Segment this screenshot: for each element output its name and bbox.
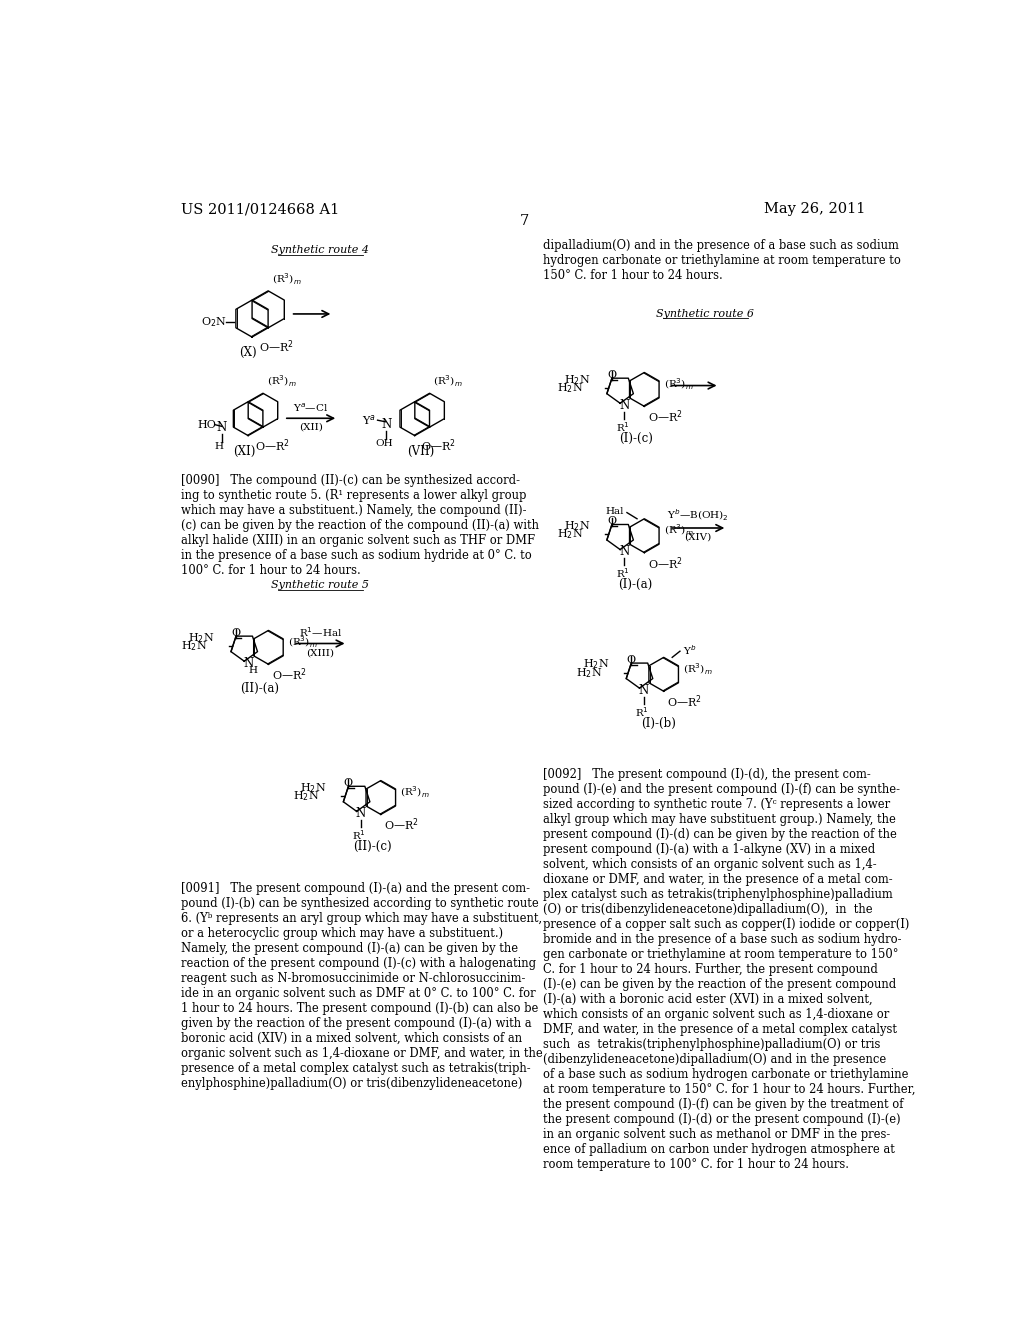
Text: OH: OH xyxy=(375,440,392,449)
Text: (R$^3$)$_m$: (R$^3$)$_m$ xyxy=(664,523,693,539)
Text: (II)-(c): (II)-(c) xyxy=(353,840,391,853)
Text: O—R$^2$: O—R$^2$ xyxy=(667,693,702,710)
Text: [0090]   The compound (II)-(c) can be synthesized accord-
ing to synthetic route: [0090] The compound (II)-(c) can be synt… xyxy=(180,474,539,577)
Text: (XII): (XII) xyxy=(299,422,323,432)
Text: O—R$^2$: O—R$^2$ xyxy=(648,554,683,572)
Text: Y$^a$—Cl: Y$^a$—Cl xyxy=(294,401,329,413)
Text: (R$^3$)$_m$: (R$^3$)$_m$ xyxy=(433,374,463,389)
Text: H$_2$N: H$_2$N xyxy=(300,781,327,795)
Text: (II)-(a): (II)-(a) xyxy=(241,682,280,696)
Text: Y$^a$: Y$^a$ xyxy=(362,413,376,428)
Text: H: H xyxy=(249,667,258,675)
Text: (I)-(a): (I)-(a) xyxy=(618,578,652,591)
Text: H$_2$N: H$_2$N xyxy=(583,657,609,672)
Text: N: N xyxy=(244,657,254,671)
Text: R$^1$: R$^1$ xyxy=(615,566,630,581)
Text: R$^1$—Hal: R$^1$—Hal xyxy=(299,626,342,639)
Text: N: N xyxy=(620,399,630,412)
Text: O: O xyxy=(627,655,636,665)
Text: Hal: Hal xyxy=(605,507,624,516)
Text: R$^1$: R$^1$ xyxy=(615,420,630,434)
Text: H$_2$N: H$_2$N xyxy=(187,631,214,644)
Text: O—R$^2$: O—R$^2$ xyxy=(271,667,307,684)
Text: O: O xyxy=(344,777,353,788)
Text: HO: HO xyxy=(197,420,216,430)
Text: H$_2$N: H$_2$N xyxy=(557,528,583,541)
Text: N: N xyxy=(381,417,391,430)
Text: Synthetic route 5: Synthetic route 5 xyxy=(271,581,370,590)
Text: Synthetic route 4: Synthetic route 4 xyxy=(271,246,370,255)
Text: O$_2$N: O$_2$N xyxy=(201,315,226,329)
Text: dipalladium(O) and in the presence of a base such as sodium
hydrogen carbonate o: dipalladium(O) and in the presence of a … xyxy=(543,239,900,282)
Text: N: N xyxy=(217,421,227,434)
Text: US 2011/0124668 A1: US 2011/0124668 A1 xyxy=(180,202,339,216)
Text: (I)-(b): (I)-(b) xyxy=(641,717,676,730)
Text: (XI): (XI) xyxy=(233,445,255,458)
Text: O: O xyxy=(607,370,616,380)
Text: N: N xyxy=(355,807,366,820)
Text: [0091]   The present compound (I)-(a) and the present com-
pound (I)-(b) can be : [0091] The present compound (I)-(a) and … xyxy=(180,882,543,1090)
Text: O—R$^2$: O—R$^2$ xyxy=(648,409,683,425)
Text: H$_2$N: H$_2$N xyxy=(577,667,602,680)
Text: H$_2$N: H$_2$N xyxy=(293,789,319,803)
Text: N: N xyxy=(620,545,630,558)
Text: O: O xyxy=(231,628,241,638)
Text: 7: 7 xyxy=(520,214,529,228)
Text: H$_2$N: H$_2$N xyxy=(181,639,207,653)
Text: H$_2$N: H$_2$N xyxy=(564,519,590,533)
Text: [0092]   The present compound (I)-(d), the present com-
pound (I)-(e) and the pr: [0092] The present compound (I)-(d), the… xyxy=(543,768,915,1171)
Text: (R$^3$)$_m$: (R$^3$)$_m$ xyxy=(272,272,302,286)
Text: O—R$^2$: O—R$^2$ xyxy=(422,437,457,454)
Text: H: H xyxy=(214,442,223,450)
Text: (XIII): (XIII) xyxy=(306,648,335,657)
Text: (I)-(c): (I)-(c) xyxy=(618,432,652,445)
Text: N: N xyxy=(639,684,649,697)
Text: May 26, 2011: May 26, 2011 xyxy=(764,202,865,216)
Text: O: O xyxy=(607,516,616,527)
Text: (R$^3$)$_m$: (R$^3$)$_m$ xyxy=(267,374,296,389)
Text: H$_2$N: H$_2$N xyxy=(557,381,583,395)
Text: (XIV): (XIV) xyxy=(684,533,712,541)
Text: Y$^b$: Y$^b$ xyxy=(683,643,696,656)
Text: Y$^b$—B(OH)$_2$: Y$^b$—B(OH)$_2$ xyxy=(668,508,729,524)
Text: R$^1$: R$^1$ xyxy=(352,829,367,842)
Text: (R$^3$)$_m$: (R$^3$)$_m$ xyxy=(683,661,713,677)
Text: (VII): (VII) xyxy=(408,445,434,458)
Text: (X): (X) xyxy=(240,346,257,359)
Text: (R$^3$)$_m$: (R$^3$)$_m$ xyxy=(400,784,430,800)
Text: O—R$^2$: O—R$^2$ xyxy=(255,437,290,454)
Text: O—R$^2$: O—R$^2$ xyxy=(259,339,294,355)
Text: Synthetic route 6: Synthetic route 6 xyxy=(656,309,755,318)
Text: H$_2$N: H$_2$N xyxy=(564,372,590,387)
Text: O—R$^2$: O—R$^2$ xyxy=(384,817,419,833)
Text: R$^1$: R$^1$ xyxy=(635,705,649,719)
Text: (R$^3$)$_m$: (R$^3$)$_m$ xyxy=(288,635,317,649)
Text: (R$^3$)$_m$: (R$^3$)$_m$ xyxy=(664,376,693,392)
